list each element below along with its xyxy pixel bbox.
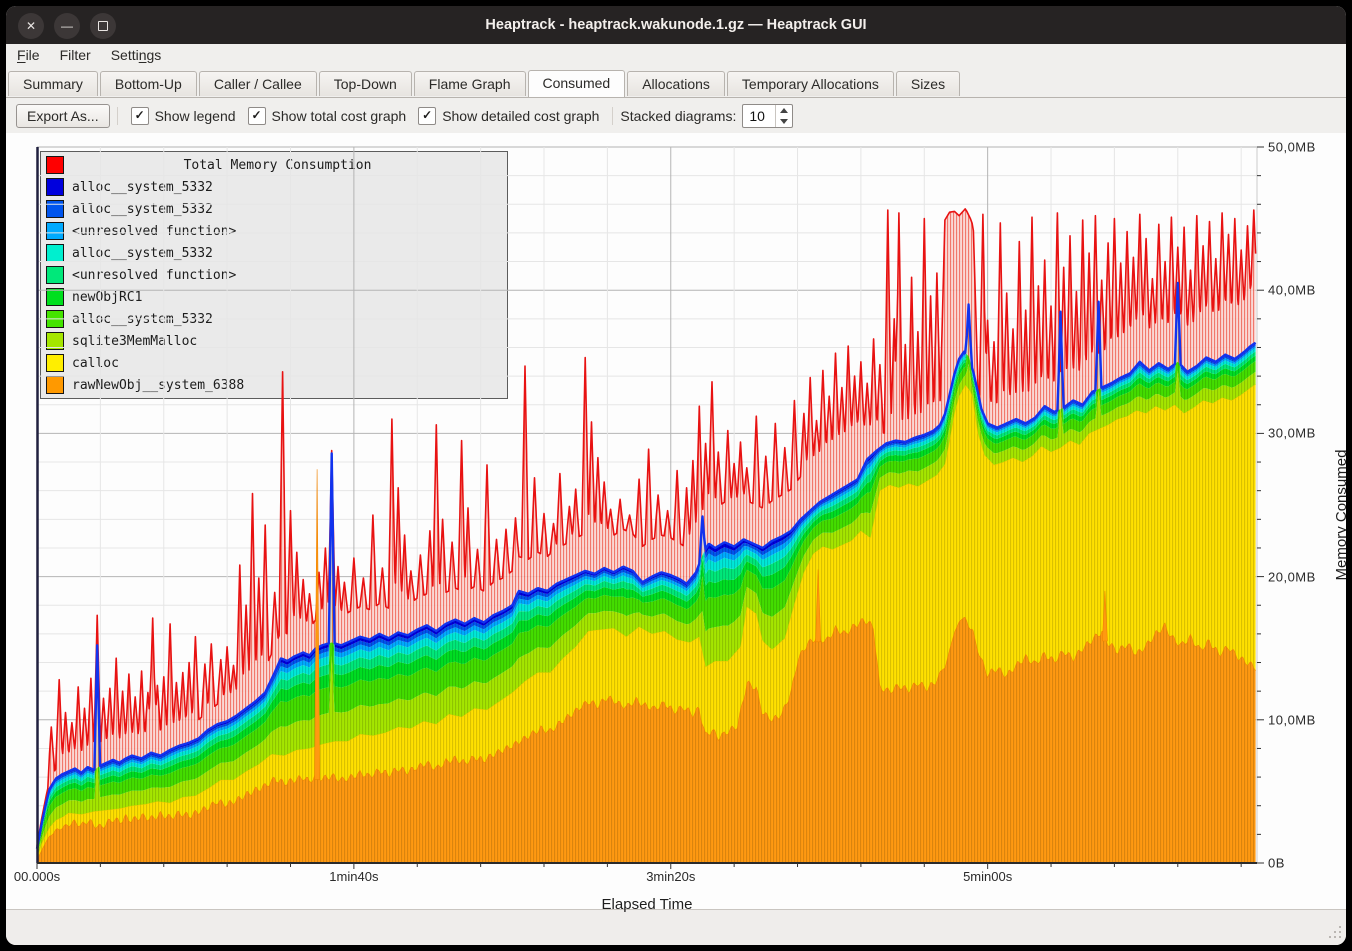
y-tick-label: 20,0MB xyxy=(1268,569,1316,585)
stacked-diagrams-label: Stacked diagrams: xyxy=(620,107,737,124)
legend-swatch xyxy=(46,222,64,240)
y-tick-label: 30,0MB xyxy=(1268,425,1316,441)
checkbox-label: Show detailed cost graph xyxy=(442,107,600,124)
chart-legend: Total Memory Consumption alloc__system_53… xyxy=(40,151,508,399)
status-bar xyxy=(6,909,1346,945)
y-tick-label: 0B xyxy=(1268,855,1285,871)
title-bar: ✕ — Heaptrack - heaptrack.wakunode.1.gz … xyxy=(6,6,1346,44)
legend-swatch xyxy=(46,332,64,350)
legend-label: alloc__system_5332 xyxy=(72,245,213,261)
tab-allocations[interactable]: Allocations xyxy=(627,71,725,96)
tab-sizes[interactable]: Sizes xyxy=(895,71,961,96)
legend-label: rawNewObj__system_6388 xyxy=(72,377,245,393)
checkbox-show-legend[interactable]: ✓ Show legend xyxy=(130,106,236,125)
legend-item: rawNewObj__system_6388 xyxy=(41,374,507,396)
checkbox-box[interactable]: ✓ xyxy=(130,106,149,125)
legend-label: alloc__system_5332 xyxy=(72,179,213,195)
maximize-icon xyxy=(98,21,108,31)
legend-swatch xyxy=(46,354,64,372)
menu-item-file[interactable]: File xyxy=(17,47,40,63)
close-button[interactable]: ✕ xyxy=(18,13,44,39)
stepper-up-icon[interactable] xyxy=(776,105,792,116)
y-tick-label: 10,0MB xyxy=(1268,712,1316,728)
legend-swatch xyxy=(46,178,64,196)
toolbar-separator xyxy=(612,106,614,125)
y-tick-label: 50,0MB xyxy=(1268,139,1316,155)
legend-item: <unresolved function> xyxy=(41,220,507,242)
legend-item: alloc__system_5332 xyxy=(41,176,507,198)
tab-consumed[interactable]: Consumed xyxy=(527,70,626,97)
y-tick-label: 40,0MB xyxy=(1268,282,1316,298)
legend-label: sqlite3MemMalloc xyxy=(72,333,198,349)
resize-grip[interactable] xyxy=(1328,925,1341,938)
stacked-diagrams-stepper[interactable]: 10 xyxy=(742,103,794,128)
legend-item: calloc xyxy=(41,352,507,374)
heaptrack-window: ✕ — Heaptrack - heaptrack.wakunode.1.gz … xyxy=(6,6,1346,945)
tab-temporary-allocations[interactable]: Temporary Allocations xyxy=(726,71,894,96)
legend-swatch xyxy=(46,288,64,306)
tab-caller-callee[interactable]: Caller / Callee xyxy=(198,71,317,96)
export-as-button[interactable]: Export As... xyxy=(16,103,110,128)
checkbox-label: Show total cost graph xyxy=(271,107,407,124)
toolbar-separator xyxy=(116,106,118,125)
x-axis-title: Elapsed Time xyxy=(601,896,693,913)
tab-bottom-up[interactable]: Bottom-Up xyxy=(99,71,197,96)
menu-item-filter[interactable]: Filter xyxy=(59,47,91,63)
menu-bar: File Filter Settings xyxy=(6,44,1346,70)
legend-label: calloc xyxy=(72,355,119,371)
legend-item: <unresolved function> xyxy=(41,264,507,286)
chart-canvas[interactable]: Total Memory Consumption alloc__system_53… xyxy=(6,133,1346,913)
checkbox-box[interactable]: ✓ xyxy=(247,106,266,125)
checkbox-show-total-cost-graph[interactable]: ✓ Show total cost graph xyxy=(247,106,407,125)
window-title: Heaptrack - heaptrack.wakunode.1.gz — He… xyxy=(485,17,867,33)
legend-label: <unresolved function> xyxy=(72,223,237,239)
x-tick-label: 3min20s xyxy=(646,869,696,884)
maximize-button[interactable] xyxy=(90,13,116,39)
checkbox-show-detailed-cost-graph[interactable]: ✓ Show detailed cost graph xyxy=(418,106,600,125)
minimize-button[interactable]: — xyxy=(54,13,80,39)
legend-swatch xyxy=(46,156,64,174)
stepper-down-icon[interactable] xyxy=(776,116,792,127)
legend-label: Total Memory Consumption xyxy=(183,157,372,173)
checkbox-box[interactable]: ✓ xyxy=(418,106,437,125)
legend-label: <unresolved function> xyxy=(72,267,237,283)
tab-bar: Summary Bottom-Up Caller / Callee Top-Down F… xyxy=(6,70,1346,98)
legend-item: newObjRC1 xyxy=(41,286,507,308)
stacked-diagrams-value: 10 xyxy=(749,107,765,124)
legend-label: alloc__system_5332 xyxy=(72,201,213,217)
legend-swatch xyxy=(46,266,64,284)
x-tick-label: 5min00s xyxy=(963,869,1013,884)
toolbar: Export As... ✓ Show legend ✓ Show total cos… xyxy=(6,98,1346,133)
x-tick-label: 1min40s xyxy=(329,869,379,884)
tab-summary[interactable]: Summary xyxy=(8,71,98,96)
legend-title-row: Total Memory Consumption xyxy=(41,154,507,176)
x-tick-label: 00.000s xyxy=(13,869,61,884)
checkbox-label: Show legend xyxy=(154,107,236,124)
tab-flame-graph[interactable]: Flame Graph xyxy=(413,71,526,96)
legend-item: sqlite3MemMalloc xyxy=(41,330,507,352)
consumption-chart[interactable] xyxy=(35,146,1264,869)
stepper-arrows[interactable] xyxy=(775,104,792,127)
y-axis-title: Memory Consumed xyxy=(1333,449,1346,581)
legend-label: newObjRC1 xyxy=(72,289,143,305)
menu-item-settings[interactable]: Settings xyxy=(110,47,162,63)
tab-top-down[interactable]: Top-Down xyxy=(318,71,412,96)
